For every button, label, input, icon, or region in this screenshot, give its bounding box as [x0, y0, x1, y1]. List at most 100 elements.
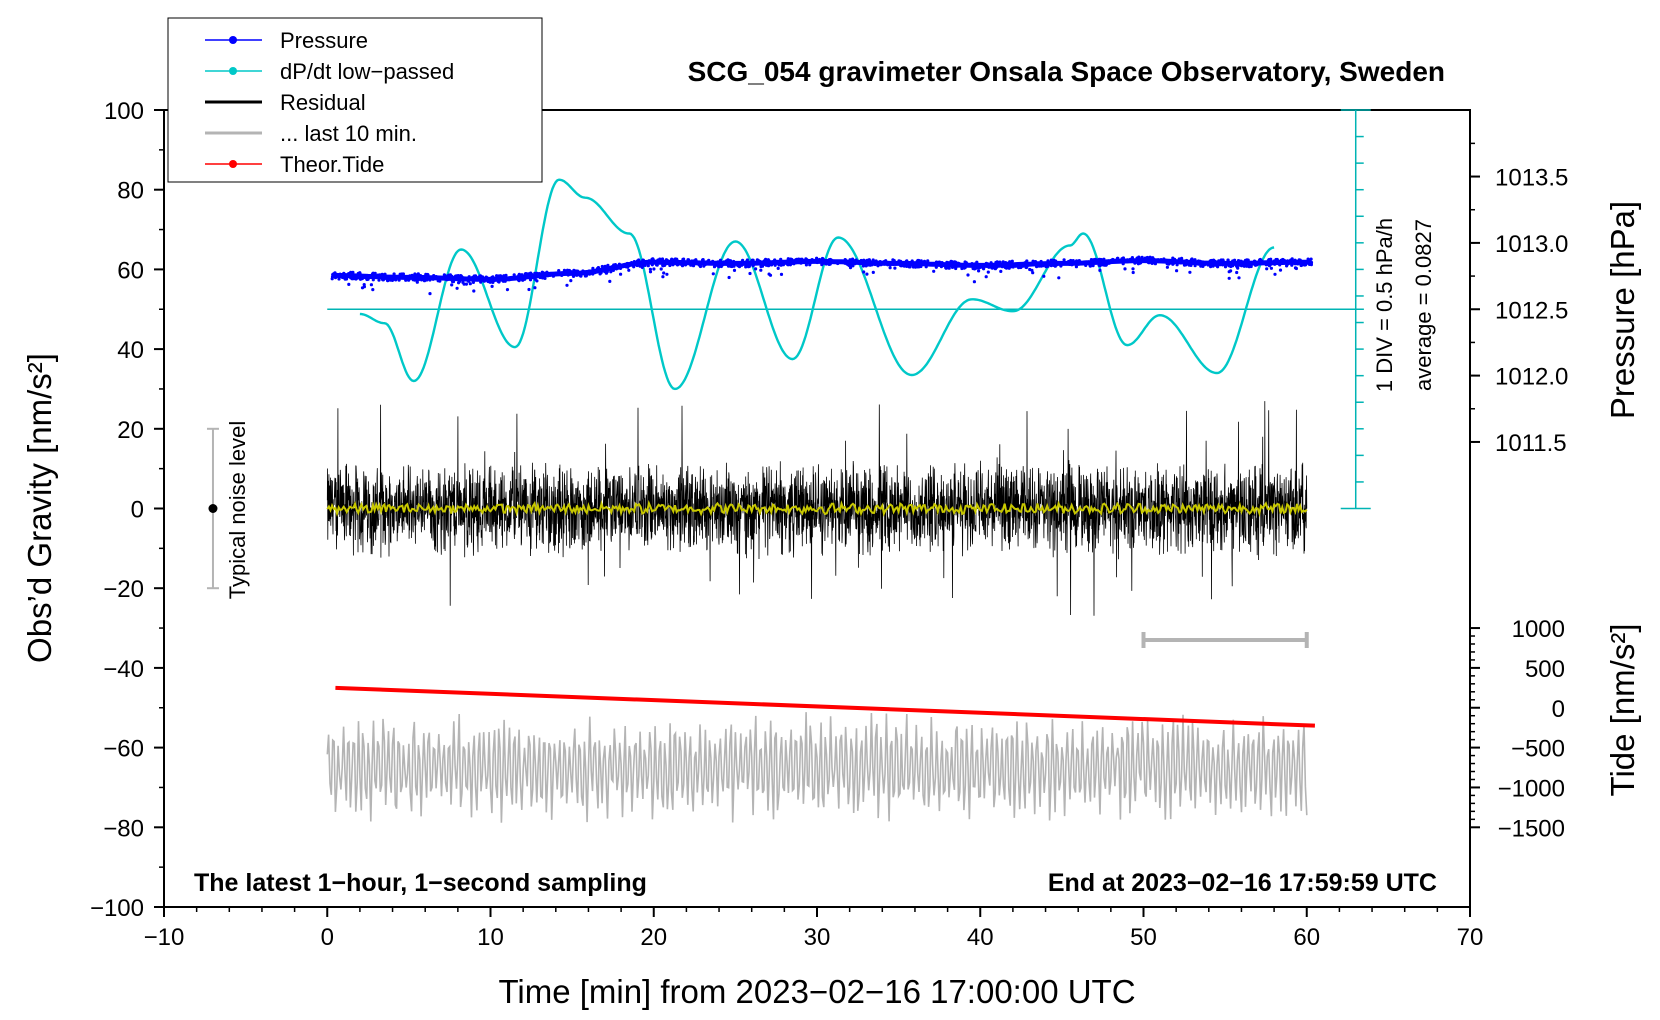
pressure-point [861, 264, 866, 268]
pressure-point [670, 261, 674, 265]
pressure-point [450, 278, 454, 282]
pressure-point [1290, 263, 1294, 267]
pressure-point [1286, 262, 1290, 266]
pressure-point [656, 260, 660, 265]
pressure-point [1162, 257, 1166, 261]
pressure-series [330, 255, 1314, 296]
pressure-point [1301, 260, 1305, 265]
pressure-point [1278, 268, 1283, 272]
pressure-point [526, 275, 530, 279]
pressure-point [714, 260, 718, 265]
pressure-point [652, 267, 656, 271]
pressure-point [1084, 260, 1088, 264]
pressure-point [1208, 259, 1212, 263]
pressure-point [1237, 276, 1241, 280]
pressure-point [1062, 258, 1066, 262]
pressure-point [726, 258, 730, 262]
pressure-point [1100, 263, 1104, 267]
pressure-point [529, 274, 533, 278]
axes: −10 0 10 20 30 40 50 60 70−100−80−60−40−20020406… [90, 98, 1568, 951]
pressure-point [621, 264, 626, 268]
pressure-point [986, 270, 990, 274]
pressure-point [1135, 260, 1139, 264]
pressure-point [533, 277, 537, 281]
pressure-point [637, 258, 641, 262]
pressure-point [1309, 261, 1313, 265]
pressure-point [1215, 262, 1219, 266]
pressure-point [851, 264, 855, 268]
pressure-point [587, 269, 591, 273]
pressure-point [919, 259, 923, 263]
pressure-point [600, 264, 604, 269]
pressure-point [900, 261, 905, 265]
y-tick-label: 40 [117, 337, 144, 364]
pressure-point [397, 275, 401, 279]
pressure-point [822, 261, 826, 265]
pressure-point [1145, 255, 1149, 260]
pressure-point [566, 271, 570, 275]
pressure-point [499, 274, 503, 278]
pressure-point [993, 267, 998, 271]
legend-marker [229, 67, 237, 75]
pressure-point [1308, 259, 1312, 263]
pressure-point [1028, 267, 1032, 272]
pressure-point [559, 272, 563, 276]
legend-label: Theor.Tide [280, 152, 384, 177]
pressure-point [720, 263, 724, 267]
pressure-point [971, 266, 975, 271]
pressure-tick-label: 1011.5 [1495, 430, 1567, 457]
pressure-point [428, 278, 432, 282]
pressure-point [608, 279, 612, 283]
pressure-point [911, 265, 916, 269]
pressure-point [641, 258, 646, 262]
pressure-point [1241, 263, 1245, 267]
pressure-point [711, 259, 715, 263]
pressure-point [1282, 258, 1286, 262]
pressure-point [1199, 264, 1203, 268]
x-tick-label: 30 [804, 924, 831, 951]
pressure-point [346, 272, 350, 276]
pressure-point [446, 274, 450, 278]
pressure-point [792, 259, 797, 263]
pressure-point [598, 270, 602, 274]
pressure-point [1140, 255, 1144, 259]
pressure-point [413, 272, 417, 276]
pressure-point [616, 266, 620, 270]
pressure-point [821, 257, 825, 261]
pressure-point [411, 278, 415, 282]
pressure-point [662, 262, 666, 266]
pressure-point [1029, 262, 1033, 266]
pressure-point [866, 261, 870, 265]
pressure-point [754, 267, 758, 271]
pressure-point [640, 261, 644, 265]
pressure-point [572, 268, 576, 272]
pressure-point [675, 263, 680, 267]
pressure-point [1177, 257, 1181, 261]
y-tick-label: −20 [103, 576, 144, 603]
pressure-point [953, 260, 957, 264]
pressure-point [888, 263, 892, 267]
pressure-point [702, 260, 707, 264]
pressure-point [1130, 258, 1134, 262]
pressure-point [386, 278, 390, 283]
x-tick-label: 10 [477, 924, 504, 951]
pressure-point [438, 279, 442, 283]
pressure-point [661, 275, 665, 279]
pressure-point [939, 265, 944, 269]
pressure-point [598, 268, 602, 272]
pressure-point [862, 270, 866, 274]
pressure-point [785, 259, 789, 263]
pressure-point [520, 273, 524, 277]
pressure-point [388, 278, 392, 282]
pressure-point [909, 261, 913, 265]
pressure-point [817, 257, 822, 262]
pressure-point [705, 260, 709, 264]
pressure-point [871, 258, 875, 262]
pressure-point [916, 258, 920, 263]
pressure-point [799, 259, 804, 263]
pressure-point [1294, 266, 1298, 271]
pressure-point [342, 272, 346, 276]
x-tick-label: 0 [321, 924, 334, 951]
pressure-point [874, 259, 878, 263]
pressure-point [932, 269, 936, 273]
